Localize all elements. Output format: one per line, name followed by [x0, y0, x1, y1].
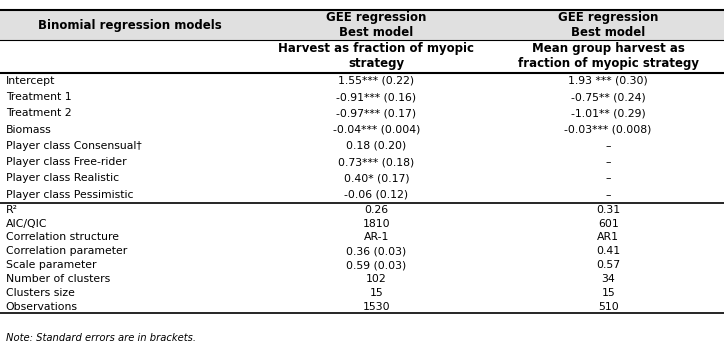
Text: 15: 15 [602, 288, 615, 298]
Text: 510: 510 [598, 302, 618, 311]
Text: 0.73*** (0.18): 0.73*** (0.18) [338, 157, 415, 167]
Text: Number of clusters: Number of clusters [6, 274, 110, 284]
Text: 34: 34 [602, 274, 615, 284]
Text: Harvest as fraction of myopic
strategy: Harvest as fraction of myopic strategy [279, 42, 474, 70]
Text: 0.57: 0.57 [596, 260, 620, 270]
Text: GEE regression
Best model: GEE regression Best model [558, 11, 658, 39]
Text: Note: Standard errors are in brackets.: Note: Standard errors are in brackets. [6, 334, 195, 343]
Text: 0.36 (0.03): 0.36 (0.03) [346, 246, 407, 256]
Text: Correlation parameter: Correlation parameter [6, 246, 127, 256]
Text: Correlation structure: Correlation structure [6, 233, 119, 242]
Text: -0.91*** (0.16): -0.91*** (0.16) [337, 92, 416, 102]
Text: Observations: Observations [6, 302, 77, 311]
Text: Biomass: Biomass [6, 125, 51, 135]
Text: –: – [605, 141, 611, 151]
Text: Scale parameter: Scale parameter [6, 260, 96, 270]
Text: -0.75** (0.24): -0.75** (0.24) [571, 92, 646, 102]
Text: AR-1: AR-1 [363, 233, 390, 242]
Text: Intercept: Intercept [6, 76, 55, 86]
Text: Player class Free-rider: Player class Free-rider [6, 157, 127, 167]
Text: 1530: 1530 [363, 302, 390, 311]
Text: 0.41: 0.41 [596, 246, 620, 256]
Text: -0.04*** (0.004): -0.04*** (0.004) [333, 125, 420, 135]
Text: Binomial regression models: Binomial regression models [38, 19, 222, 31]
Text: -0.03*** (0.008): -0.03*** (0.008) [565, 125, 652, 135]
Text: 0.59 (0.03): 0.59 (0.03) [346, 260, 407, 270]
Text: –: – [605, 173, 611, 183]
Text: Player class Consensual†: Player class Consensual† [6, 141, 142, 151]
Text: -0.06 (0.12): -0.06 (0.12) [345, 190, 408, 200]
Text: GEE regression
Best model: GEE regression Best model [327, 11, 426, 39]
Text: -1.01** (0.29): -1.01** (0.29) [571, 108, 646, 118]
Text: AIC/QIC: AIC/QIC [6, 219, 47, 228]
Text: Mean group harvest as
fraction of myopic strategy: Mean group harvest as fraction of myopic… [518, 42, 699, 70]
Text: -0.97*** (0.17): -0.97*** (0.17) [337, 108, 416, 118]
Text: Treatment 1: Treatment 1 [6, 92, 72, 102]
Text: 0.26: 0.26 [364, 205, 389, 215]
Text: 0.31: 0.31 [596, 205, 620, 215]
Text: Player class Realistic: Player class Realistic [6, 173, 119, 183]
Text: 1.55*** (0.22): 1.55*** (0.22) [338, 76, 415, 86]
Text: 601: 601 [598, 219, 618, 228]
Text: 15: 15 [370, 288, 383, 298]
Text: 0.40* (0.17): 0.40* (0.17) [344, 173, 409, 183]
Text: AR1: AR1 [597, 233, 619, 242]
Text: –: – [605, 157, 611, 167]
Bar [0, 10, 724, 40]
Text: 1810: 1810 [363, 219, 390, 228]
Text: Clusters size: Clusters size [6, 288, 75, 298]
Text: –: – [605, 190, 611, 200]
Text: R²: R² [6, 205, 18, 215]
Text: 102: 102 [366, 274, 387, 284]
Text: 1.93 *** (0.30): 1.93 *** (0.30) [568, 76, 648, 86]
Text: Treatment 2: Treatment 2 [6, 108, 72, 118]
Text: Player class Pessimistic: Player class Pessimistic [6, 190, 133, 200]
Text: 0.18 (0.20): 0.18 (0.20) [346, 141, 407, 151]
